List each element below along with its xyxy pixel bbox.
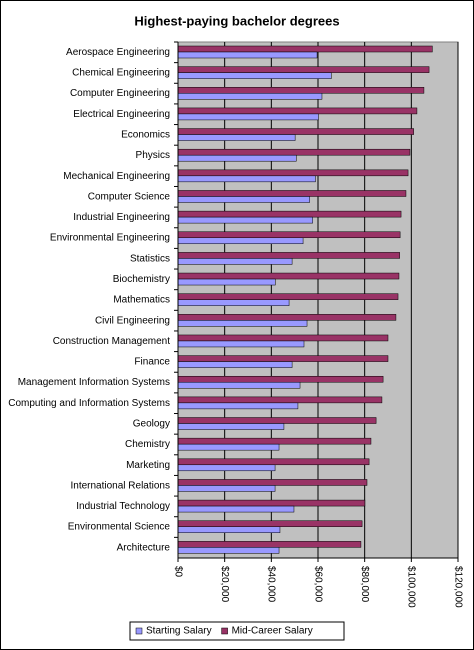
bar	[177, 293, 399, 300]
bar	[177, 485, 276, 492]
y-tick-label: Economics	[121, 130, 170, 141]
bar	[177, 355, 389, 362]
chart-title: Highest-paying bachelor degrees	[134, 13, 339, 28]
legend-label: Mid-Career Salary	[232, 626, 313, 637]
bar	[177, 417, 377, 424]
bar	[177, 499, 366, 507]
bar	[177, 320, 308, 327]
bar	[177, 437, 372, 445]
bar	[177, 299, 290, 306]
bar	[177, 169, 409, 177]
bar	[177, 134, 296, 141]
bar	[177, 107, 418, 115]
y-tick-label: Marketing	[126, 460, 170, 471]
x-tick-label: $40,000	[266, 566, 277, 603]
bar	[177, 258, 293, 265]
y-tick-label: Industrial Technology	[76, 501, 170, 512]
bar	[177, 314, 397, 321]
y-tick-label: Management Information Systems	[18, 377, 170, 388]
bar	[177, 237, 304, 245]
bar	[177, 175, 316, 183]
bar	[177, 547, 280, 554]
bar	[177, 402, 299, 410]
bar	[177, 361, 293, 368]
bar	[177, 196, 310, 203]
bar	[177, 381, 301, 389]
y-tick-label: International Relations	[70, 480, 170, 491]
legend-box	[129, 621, 345, 641]
bar	[177, 154, 297, 162]
bar	[177, 252, 400, 259]
bar	[177, 93, 323, 100]
bar	[177, 520, 363, 527]
bar	[177, 87, 425, 94]
bar	[177, 272, 400, 280]
bar	[177, 278, 276, 286]
y-tick-label: Biochemistry	[113, 274, 170, 285]
bar	[177, 443, 280, 451]
x-tick-label: $120,000	[452, 566, 463, 608]
bar	[177, 66, 430, 73]
bar	[177, 51, 318, 59]
y-tick-label: Architecture	[117, 542, 171, 553]
x-tick-label: $80,000	[359, 566, 370, 603]
x-tick-label: $0	[172, 566, 183, 578]
y-tick-label: Electrical Engineering	[73, 109, 170, 120]
bar	[177, 216, 313, 224]
legend-swatch	[221, 627, 228, 635]
x-tick-label: $20,000	[219, 566, 230, 603]
bar	[177, 464, 276, 472]
legend-swatch	[135, 627, 143, 635]
y-tick-label: Computing and Information Systems	[8, 398, 170, 409]
y-tick-label: Chemical Engineering	[72, 68, 170, 79]
y-tick-label: Construction Management	[53, 336, 171, 347]
bar	[177, 505, 295, 513]
y-tick-label: Civil Engineering	[95, 315, 170, 326]
y-tick-label: Mathematics	[113, 295, 170, 306]
y-tick-label: Mechanical Engineering	[63, 171, 170, 182]
y-tick-label: Environmental Engineering	[50, 233, 170, 244]
bar	[177, 375, 384, 383]
bar	[177, 340, 305, 348]
bar	[177, 45, 433, 53]
bar	[177, 526, 281, 533]
bar	[177, 396, 383, 404]
y-tick-label: Computer Science	[88, 191, 171, 202]
x-tick-label: $60,000	[312, 566, 323, 603]
legend-label: Starting Salary	[146, 626, 212, 637]
bar	[177, 423, 285, 430]
y-tick-label: Statistics	[130, 253, 170, 264]
y-tick-label: Computer Engineering	[70, 88, 170, 99]
bar	[177, 458, 370, 466]
y-tick-label: Finance	[134, 357, 170, 368]
y-tick-label: Chemistry	[125, 439, 170, 450]
bar	[177, 113, 319, 121]
bar	[177, 72, 332, 79]
y-tick-label: Environmental Science	[68, 522, 171, 533]
bar	[177, 128, 414, 135]
bar	[177, 334, 389, 342]
y-tick-label: Aerospace Engineering	[66, 47, 170, 58]
bar	[177, 148, 411, 156]
y-tick-label: Geology	[133, 418, 170, 429]
y-tick-label: Industrial Engineering	[73, 212, 170, 223]
y-tick-label: Physics	[136, 150, 170, 161]
bar	[177, 541, 362, 548]
bar	[177, 231, 401, 239]
x-tick-label: $100,000	[406, 566, 417, 608]
bar	[177, 190, 407, 197]
bar	[177, 210, 402, 218]
bar	[177, 479, 368, 486]
